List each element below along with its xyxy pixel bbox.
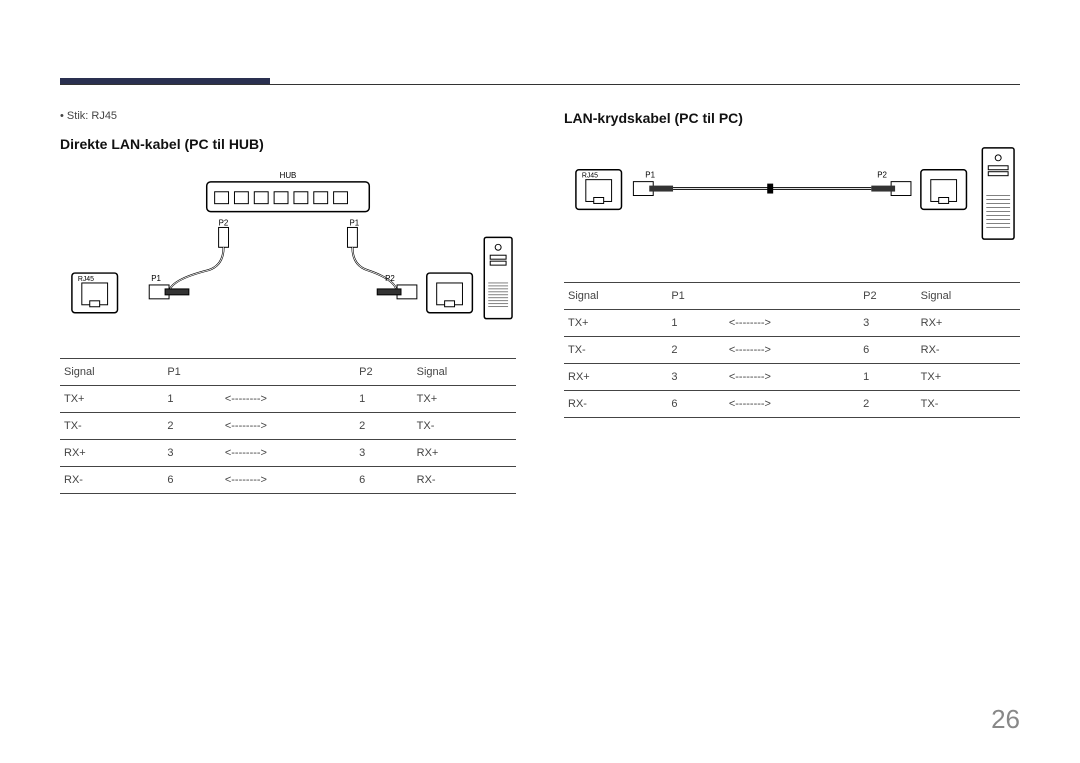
th: Signal <box>917 282 1020 309</box>
table-cell: 2 <box>355 412 413 439</box>
table-cell: <--------> <box>221 439 355 466</box>
pinout-table-left: Signal P1 P2 Signal TX+1<-------->1TX+TX… <box>60 358 516 494</box>
table-cell: TX+ <box>917 363 1020 390</box>
table-cell: 6 <box>163 466 221 493</box>
table-row: RX-6<-------->2TX- <box>564 390 1020 417</box>
table-cell: TX- <box>60 412 163 439</box>
table-cell: RX- <box>917 336 1020 363</box>
th <box>221 358 355 385</box>
table-cell: TX- <box>564 336 667 363</box>
table-cell: 3 <box>859 309 917 336</box>
left-heading: Direkte LAN-kabel (PC til HUB) <box>60 136 516 152</box>
table-cell: 3 <box>355 439 413 466</box>
table-cell: 1 <box>355 385 413 412</box>
th: P1 <box>163 358 221 385</box>
hub-port-p1: P1 <box>349 218 359 227</box>
table-cell: TX+ <box>413 385 516 412</box>
left-column: Stik: RJ45 Direkte LAN-kabel (PC til HUB… <box>60 110 516 494</box>
table-cell: <--------> <box>221 412 355 439</box>
table-cell: TX+ <box>60 385 163 412</box>
table-row: TX+1<-------->1TX+ <box>60 385 516 412</box>
table-cell: RX+ <box>564 363 667 390</box>
table-cell: <--------> <box>725 390 859 417</box>
th: Signal <box>564 282 667 309</box>
th: P2 <box>859 282 917 309</box>
rj45-label-left: RJ45 <box>78 276 94 283</box>
table-cell: 6 <box>667 390 725 417</box>
p1-label-left: P1 <box>151 274 161 283</box>
header-rule <box>60 84 1020 90</box>
table-cell: TX+ <box>564 309 667 336</box>
table-body-left: TX+1<-------->1TX+TX-2<-------->2TX-RX+3… <box>60 385 516 493</box>
table-body-right: TX+1<-------->3RX+TX-2<-------->6RX-RX+3… <box>564 309 1020 417</box>
th: Signal <box>413 358 516 385</box>
table-cell: <--------> <box>221 385 355 412</box>
pinout-table-right: Signal P1 P2 Signal TX+1<-------->3RX+TX… <box>564 282 1020 418</box>
table-cell: 1 <box>163 385 221 412</box>
table-row: RX-6<-------->6RX- <box>60 466 516 493</box>
table-cell: 1 <box>859 363 917 390</box>
table-cell: 2 <box>667 336 725 363</box>
table-cell: 6 <box>355 466 413 493</box>
connector-bullet: Stik: RJ45 <box>60 110 516 122</box>
right-heading: LAN-krydskabel (PC til PC) <box>564 110 1020 126</box>
table-cell: 3 <box>163 439 221 466</box>
p2-label-right: P2 <box>385 274 395 283</box>
th <box>725 282 859 309</box>
table-row: RX+3<-------->3RX+ <box>60 439 516 466</box>
page-number: 26 <box>991 704 1020 735</box>
table-row: TX-2<-------->6RX- <box>564 336 1020 363</box>
table-cell: 2 <box>163 412 221 439</box>
table-header-row: Signal P1 P2 Signal <box>564 282 1020 309</box>
table-cell: <--------> <box>725 309 859 336</box>
table-row: TX-2<-------->2TX- <box>60 412 516 439</box>
table-cell: RX+ <box>60 439 163 466</box>
table-cell: <--------> <box>725 363 859 390</box>
p1-label: P1 <box>645 171 655 180</box>
th: P2 <box>355 358 413 385</box>
table-cell: RX- <box>60 466 163 493</box>
table-cell: 2 <box>859 390 917 417</box>
rj45-label: RJ45 <box>582 173 598 180</box>
th: P1 <box>667 282 725 309</box>
table-cell: TX- <box>917 390 1020 417</box>
hub-port-p2: P2 <box>219 218 229 227</box>
diagram-pc-to-hub: HUB P2 P1 RJ45 P1 <box>60 166 516 335</box>
table-cell: TX- <box>413 412 516 439</box>
table-header-row: Signal P1 P2 Signal <box>60 358 516 385</box>
table-cell: RX+ <box>413 439 516 466</box>
diagram-pc-to-pc: RJ45 P1 P2 <box>564 140 1020 259</box>
table-row: RX+3<-------->1TX+ <box>564 363 1020 390</box>
table-cell: <--------> <box>221 466 355 493</box>
table-cell: RX+ <box>917 309 1020 336</box>
table-cell: RX- <box>413 466 516 493</box>
hub-label: HUB <box>280 171 297 180</box>
p2-label: P2 <box>877 171 887 180</box>
table-row: TX+1<-------->3RX+ <box>564 309 1020 336</box>
table-cell: 6 <box>859 336 917 363</box>
th: Signal <box>60 358 163 385</box>
table-cell: 3 <box>667 363 725 390</box>
table-cell: RX- <box>564 390 667 417</box>
right-column: LAN-krydskabel (PC til PC) RJ45 P1 P2 <box>564 110 1020 494</box>
table-cell: 1 <box>667 309 725 336</box>
content-columns: Stik: RJ45 Direkte LAN-kabel (PC til HUB… <box>60 110 1020 494</box>
table-cell: <--------> <box>725 336 859 363</box>
